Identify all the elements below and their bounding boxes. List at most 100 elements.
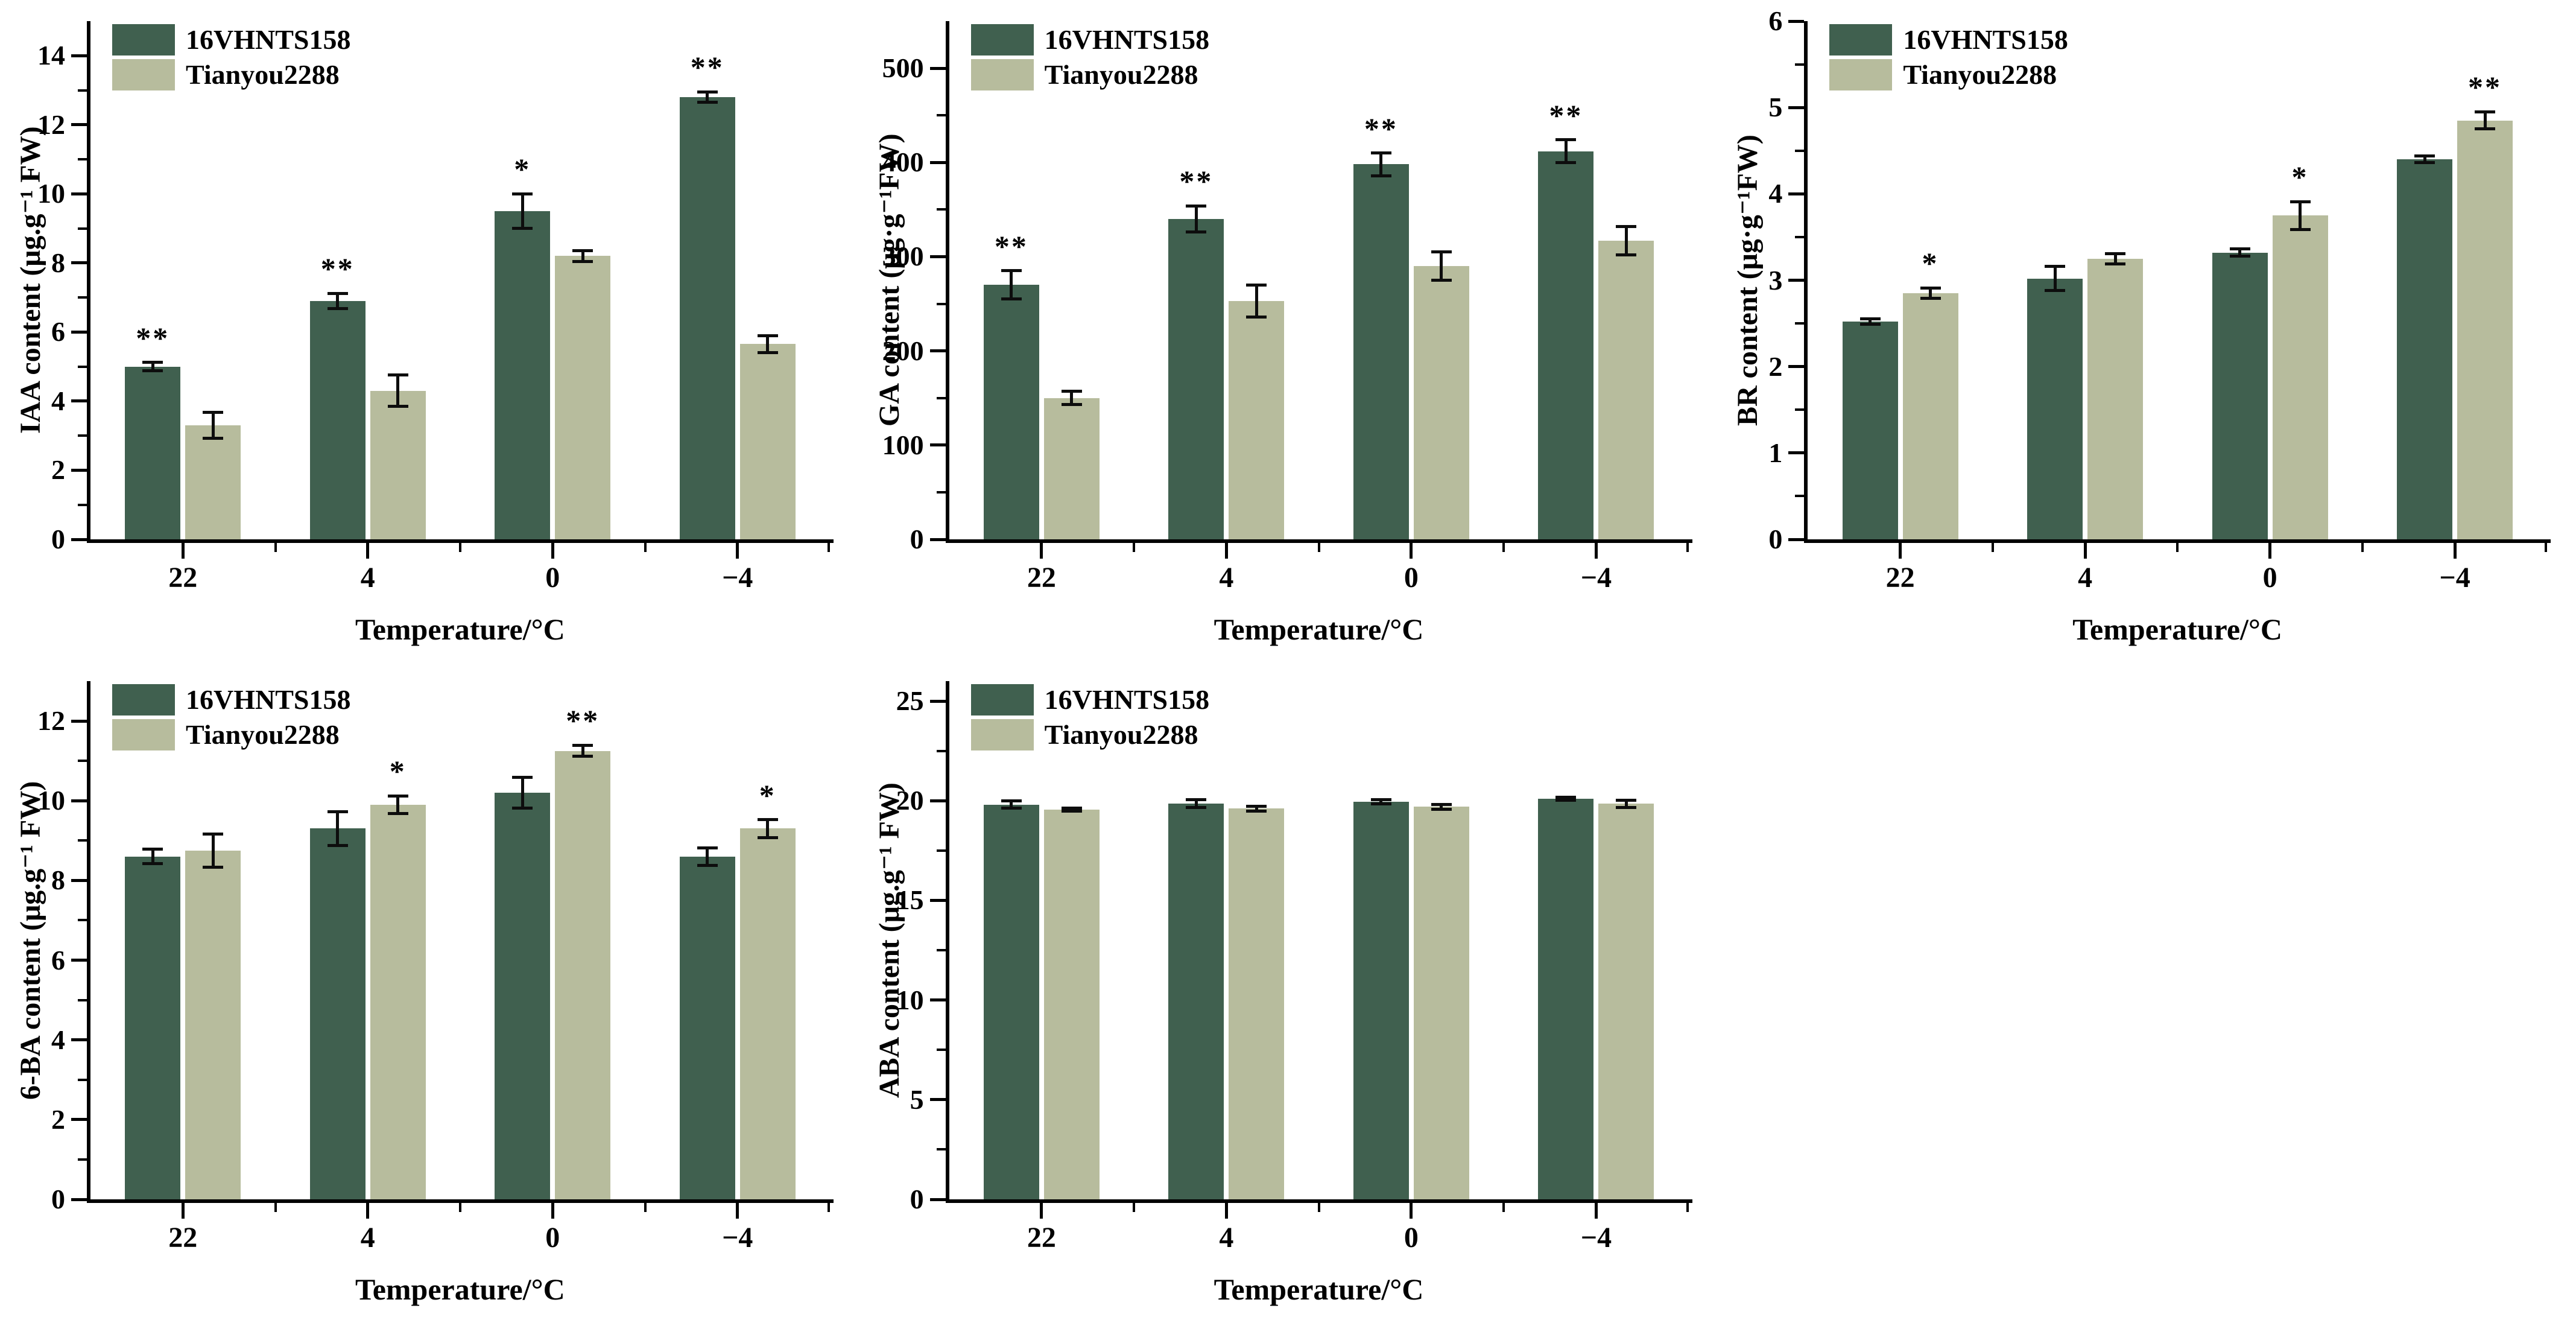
x-minor-tick (1502, 543, 1505, 552)
x-minor-tick (2176, 543, 2179, 552)
x-tick-label: 4 (2078, 562, 2093, 594)
y-minor-tick (78, 89, 87, 92)
y-axis-line (1804, 21, 1808, 543)
error-bar-cap-bottom (757, 836, 778, 839)
y-major-tick (71, 799, 87, 802)
error-bar-cap-top (697, 90, 718, 94)
error-bar-cap-top (512, 192, 533, 195)
x-tick-label: 4 (1219, 1222, 1234, 1254)
error-bar-cap-top (203, 410, 224, 414)
x-minor-tick (644, 1203, 647, 1212)
error-bar-cap-top (1246, 283, 1267, 287)
error-bar-cap-top (697, 846, 718, 849)
x-major-tick (366, 1203, 370, 1219)
y-axis-title: GA content (μg·g⁻¹FW) (873, 133, 905, 427)
plot-area: 0 2 4 6 8 10 12 14 22 4 0 −4 ** ** * ** (37, 21, 834, 592)
error-bar-line (1624, 226, 1628, 255)
error-bar-cap-top (1001, 799, 1022, 803)
error-bar-cap-bottom (203, 866, 224, 869)
legend-swatch-tianyou2288 (1829, 59, 1893, 90)
chart-ga: GA content (μg·g⁻¹FW) Temperature/°C 16V… (859, 0, 1718, 660)
y-major-tick (1788, 451, 1805, 455)
y-minor-tick (1795, 322, 1805, 325)
significance-marker: ** (1364, 111, 1398, 145)
error-bar-cap-top (2290, 200, 2311, 203)
y-major-tick (929, 255, 946, 258)
error-bar-cap-top (387, 373, 408, 377)
y-major-tick (71, 54, 87, 57)
x-tick-label: 4 (360, 1222, 375, 1254)
x-minor-tick (1686, 1203, 1689, 1212)
error-bar-cap-bottom (1431, 807, 1452, 811)
error-bar-line (1440, 252, 1443, 281)
error-bar-line (336, 811, 340, 846)
error-bar-cap-bottom (512, 806, 533, 810)
chart-aba: ABA content (μg.g⁻¹ FW) Temperature/°C 1… (859, 660, 1718, 1320)
error-bar-cap-bottom (1859, 323, 1881, 326)
x-minor-tick (274, 1203, 277, 1212)
error-bar-line (396, 375, 400, 407)
significance-marker: ** (1179, 164, 1214, 198)
error-bar-cap-top (203, 832, 224, 836)
y-major-tick (1788, 365, 1805, 369)
bar-Tianyou2288-0 (555, 256, 611, 539)
x-major-tick (736, 1203, 739, 1219)
y-tick-label: 8 (51, 247, 65, 278)
y-minor-tick (936, 302, 946, 305)
y-tick-label: 14 (37, 40, 65, 71)
error-bar-cap-top (1186, 798, 1207, 802)
error-bar-line (706, 848, 709, 866)
plot-area: 0 100 200 300 400 500 22 4 0 −4 ** ** ** ** (882, 21, 1692, 592)
legend-item: 16VHNTS158 (112, 24, 350, 56)
x-minor-tick (1317, 543, 1320, 552)
bar-16VHNTS158-4 (2027, 278, 2083, 539)
bar-Tianyou2288-−4 (2457, 120, 2513, 539)
error-bar-cap-bottom (1186, 806, 1207, 810)
significance-marker: ** (566, 703, 600, 738)
y-tick-label: 5 (1768, 92, 1783, 123)
y-major-tick (71, 123, 87, 127)
bar-16VHNTS158-0 (495, 793, 551, 1199)
y-major-tick (71, 1198, 87, 1201)
y-tick-label: 400 (882, 147, 924, 178)
x-tick-label: 22 (1027, 562, 1056, 594)
error-bar-cap-top (1616, 798, 1637, 802)
error-bar-line (766, 819, 770, 837)
bar-16VHNTS158-−4 (1538, 151, 1594, 539)
y-major-tick (929, 66, 946, 70)
chart-iaa: IAA content (μg.g⁻¹ FW) Temperature/°C 1… (0, 0, 859, 660)
y-minor-tick (936, 1148, 946, 1151)
y-tick-label: 200 (882, 335, 924, 366)
x-axis-title: Temperature/°C (355, 612, 565, 646)
y-major-tick (71, 468, 87, 472)
bar-Tianyou2288-22 (185, 850, 241, 1199)
y-major-tick (1788, 538, 1805, 541)
plot-area: 0 1 2 3 4 5 6 22 4 0 −4 * * ** (1768, 7, 2551, 592)
y-tick-label: 4 (51, 1024, 65, 1055)
error-bar-cap-top (1616, 224, 1637, 228)
legend-swatch-16vhnts158 (970, 24, 1034, 56)
error-bar-cap-top (2105, 252, 2126, 255)
bar-Tianyou2288-22 (185, 425, 241, 539)
y-major-tick (71, 719, 87, 723)
plot-area: 0 2 4 6 8 10 12 22 4 0 −4 * ** * (37, 681, 834, 1252)
x-minor-tick (644, 543, 647, 552)
y-tick-label: 2 (51, 454, 65, 486)
error-bar-cap-top (2414, 154, 2435, 157)
y-major-tick (929, 898, 946, 902)
x-minor-tick (1686, 543, 1689, 552)
bar-Tianyou2288-4 (2087, 258, 2144, 539)
x-tick-label: 22 (168, 1222, 198, 1254)
y-minor-tick (78, 760, 87, 763)
significance-marker: ** (2468, 70, 2502, 104)
x-minor-tick (1991, 543, 1994, 552)
y-major-tick (929, 349, 946, 353)
error-bar-cap-bottom (387, 811, 408, 815)
error-bar-line (581, 250, 584, 261)
legend-item: Tianyou2288 (112, 59, 350, 90)
x-axis-line (87, 1199, 834, 1203)
y-minor-tick (78, 1078, 87, 1081)
error-bar-cap-top (142, 361, 163, 364)
x-major-tick (1040, 1203, 1043, 1219)
